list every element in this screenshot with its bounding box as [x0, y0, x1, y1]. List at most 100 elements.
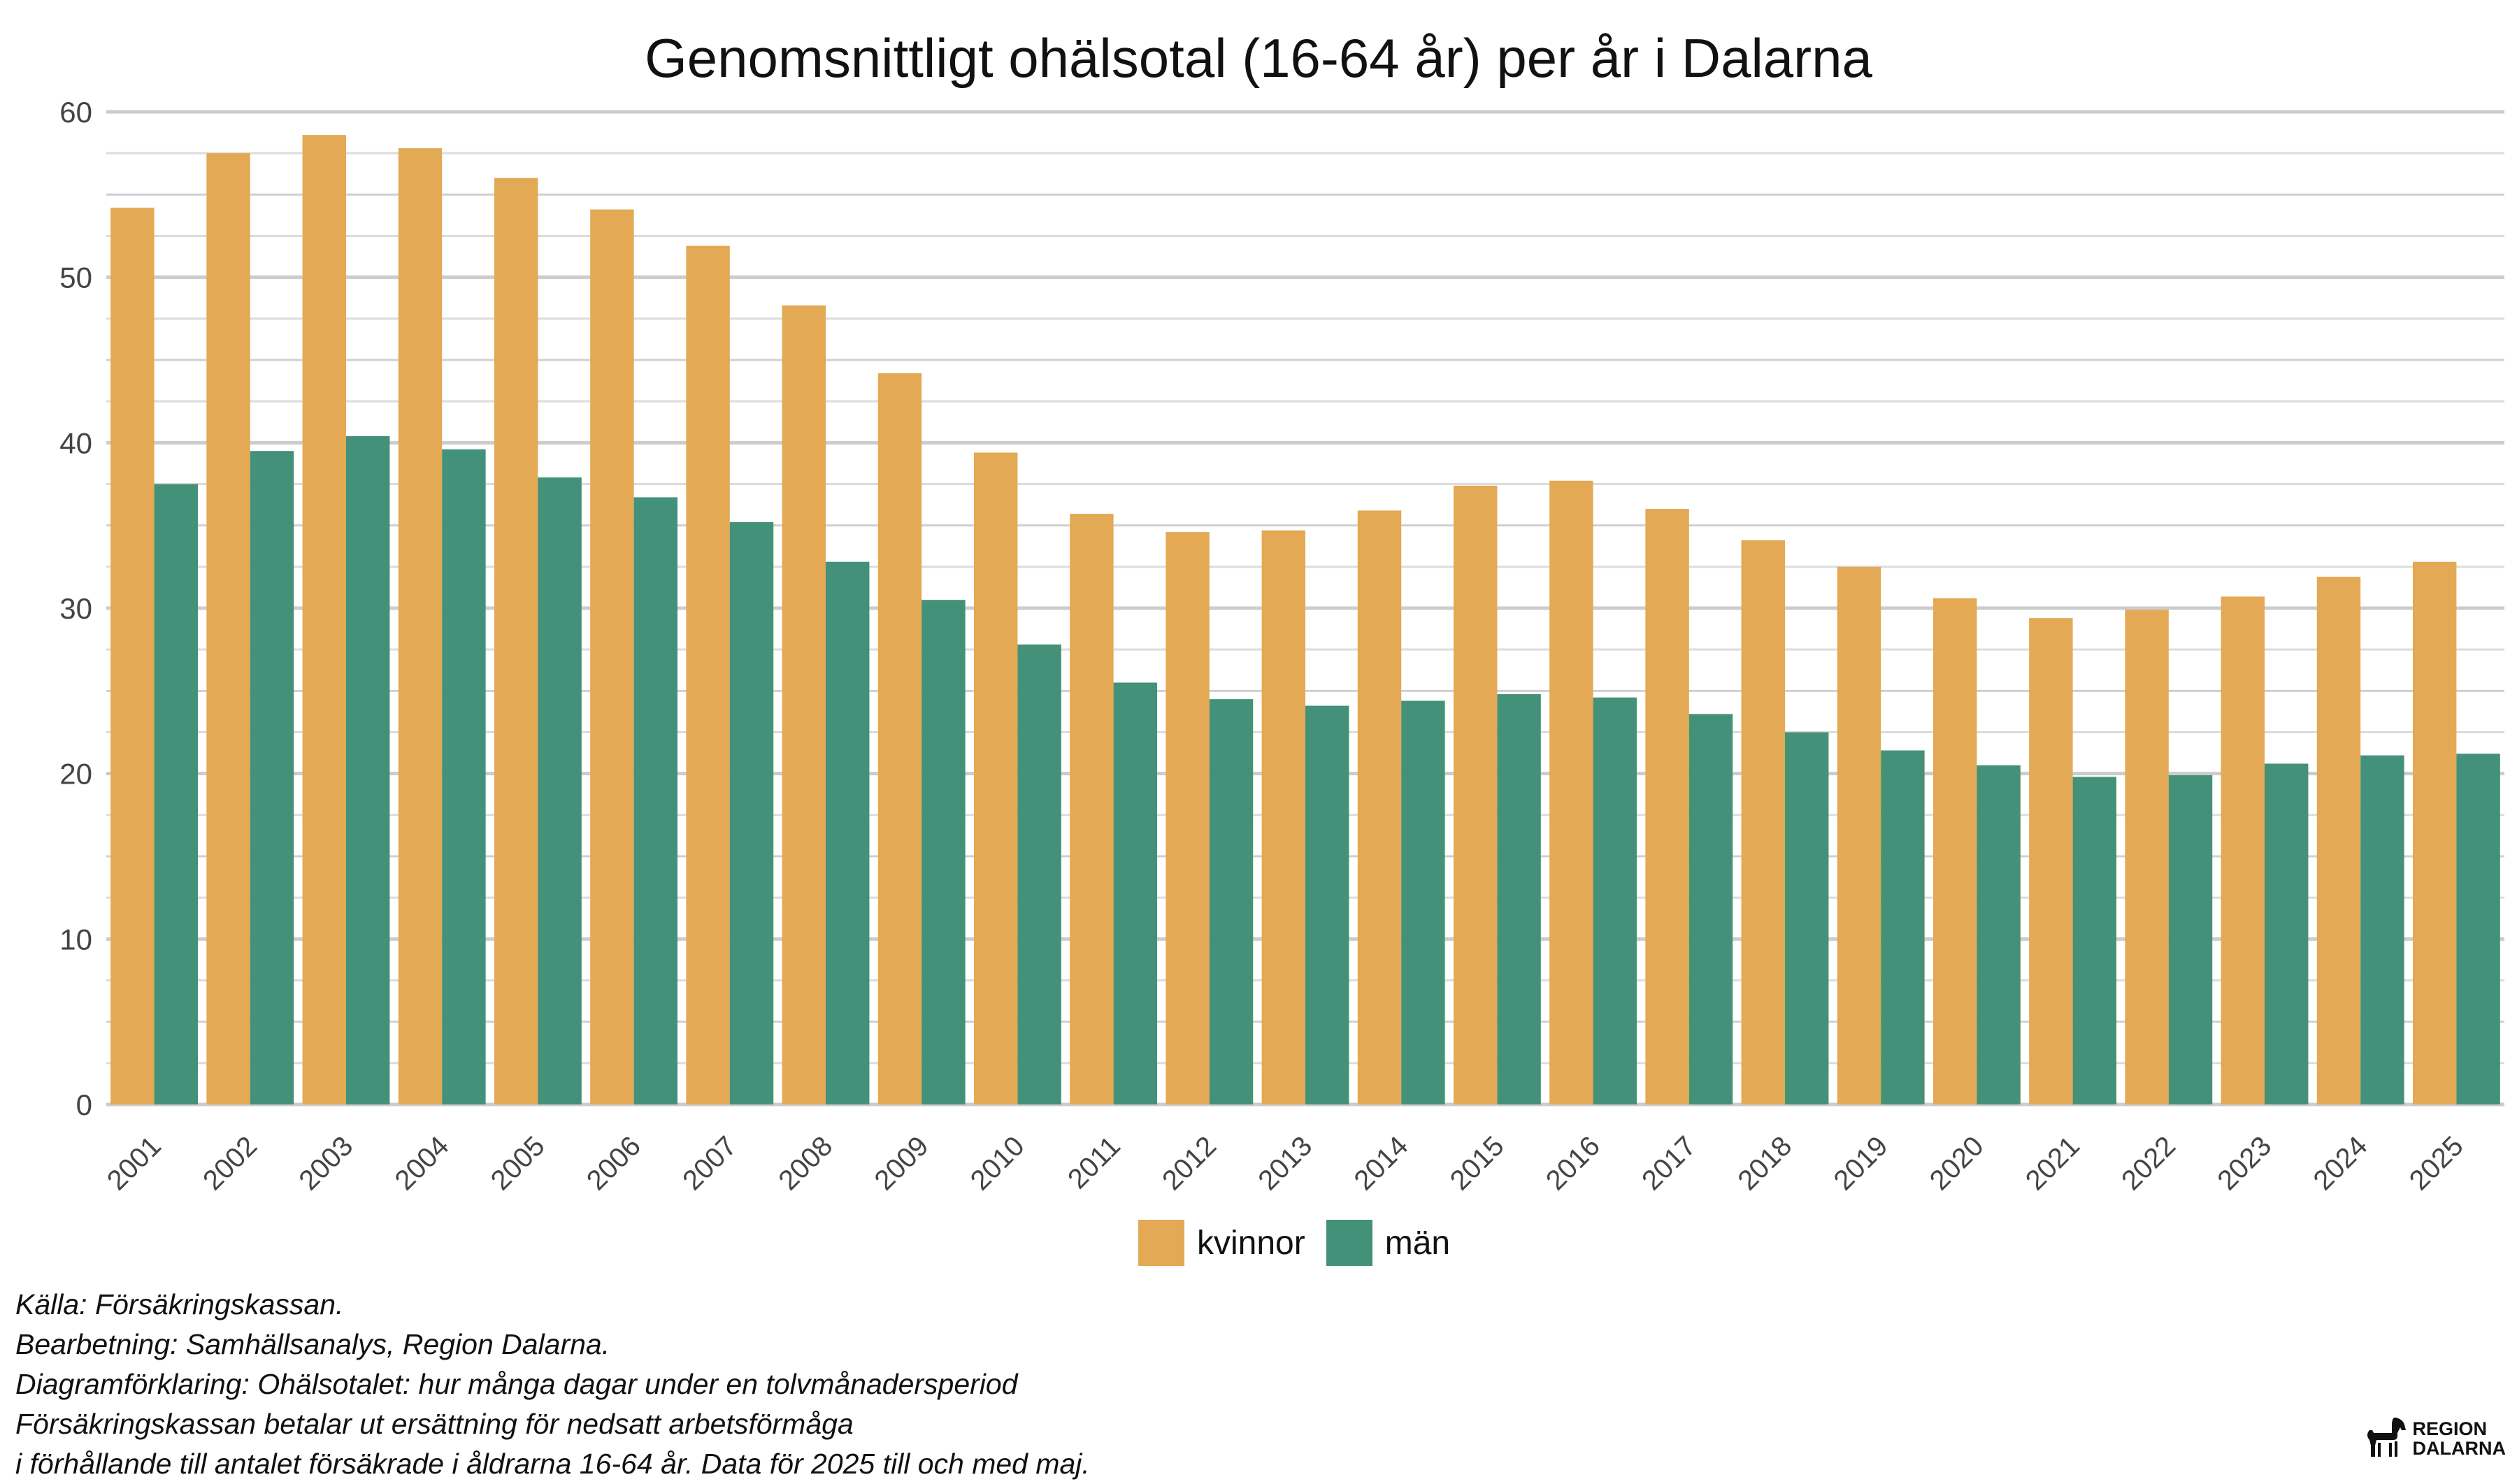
- x-tick-label: 2016: [1540, 1130, 1606, 1196]
- x-tick-label: 2019: [1828, 1130, 1894, 1196]
- bar-kvinnor-2014: [1357, 510, 1402, 1104]
- x-tick-label: 2021: [2020, 1130, 2086, 1196]
- bar-man-2022: [2168, 775, 2213, 1104]
- bar-man-2013: [1305, 705, 1349, 1104]
- x-tick-label: 2024: [2308, 1130, 2374, 1196]
- y-tick-label: 50: [59, 261, 92, 294]
- legend-label-kvinnor: kvinnor: [1197, 1224, 1305, 1262]
- bar-kvinnor-2023: [2221, 596, 2265, 1104]
- x-tick-label: 2009: [869, 1130, 935, 1196]
- bar-man-2020: [1977, 765, 2021, 1104]
- bar-kvinnor-2005: [494, 178, 538, 1105]
- y-tick-label: 60: [59, 96, 92, 129]
- bar-kvinnor-2016: [1549, 480, 1593, 1104]
- caption-line: Försäkringskassan betalar ut ersättning …: [15, 1408, 854, 1440]
- source-caption: Källa: Försäkringskassan. Bearbetning: S…: [15, 1285, 1090, 1484]
- x-tick-label: 2002: [197, 1130, 263, 1196]
- y-tick-label: 10: [59, 923, 92, 956]
- bar-kvinnor-2015: [1453, 485, 1498, 1104]
- bar-man-2024: [2360, 755, 2404, 1104]
- x-tick-label: 2017: [1636, 1130, 1702, 1196]
- bar-man-2016: [1593, 697, 1637, 1104]
- bar-man-2023: [2265, 763, 2309, 1104]
- x-tick-label: 2003: [293, 1130, 359, 1196]
- bar-man-2005: [538, 477, 582, 1104]
- logo-text-dalarna: DALARNA: [2412, 1438, 2506, 1459]
- bar-kvinnor-2013: [1261, 530, 1305, 1104]
- bar-man-2021: [2072, 777, 2117, 1104]
- dala-horse-icon: [2367, 1418, 2406, 1457]
- x-tick-label: 2014: [1349, 1130, 1414, 1196]
- x-tick-label: 2006: [581, 1130, 647, 1196]
- x-tick-label: 2007: [677, 1130, 743, 1196]
- bar-kvinnor-2007: [686, 245, 730, 1105]
- legend-swatch-man: [1326, 1220, 1372, 1266]
- x-tick-label: 2013: [1252, 1130, 1318, 1196]
- caption-line: i förhållande till antalet försäkrade i …: [15, 1448, 1090, 1480]
- bar-man-2018: [1785, 732, 1829, 1104]
- bar-kvinnor-2017: [1645, 509, 1689, 1104]
- bar-man-2004: [442, 449, 486, 1104]
- caption-line: Källa: Försäkringskassan.: [15, 1288, 344, 1320]
- bar-kvinnor-2009: [877, 373, 922, 1104]
- caption-line: Diagramförklaring: Ohälsotalet: hur mång…: [15, 1368, 1018, 1400]
- bar-man-2015: [1497, 694, 1541, 1104]
- bar-kvinnor-2019: [1837, 566, 1881, 1104]
- bar-man-2011: [1113, 682, 1158, 1104]
- bar-man-2008: [826, 561, 870, 1104]
- bar-man-2025: [2456, 754, 2500, 1104]
- bar-kvinnor-2018: [1741, 540, 1785, 1104]
- y-tick-label: 40: [59, 426, 92, 459]
- bar-man-2007: [729, 521, 774, 1104]
- bar-kvinnor-2004: [398, 148, 443, 1105]
- bar-kvinnor-2024: [2316, 577, 2361, 1104]
- bar-kvinnor-2025: [2412, 561, 2457, 1104]
- x-tick-label: 2010: [965, 1130, 1031, 1196]
- x-tick-label: 2012: [1156, 1130, 1222, 1196]
- bar-kvinnor-2011: [1070, 514, 1114, 1104]
- x-tick-label: 2008: [773, 1130, 838, 1196]
- bar-kvinnor-2002: [206, 153, 250, 1105]
- bar-kvinnor-2001: [110, 208, 155, 1105]
- logo-text-region: REGION: [2412, 1418, 2488, 1439]
- region-dalarna-logo: REGION DALARNA: [2365, 1415, 2506, 1458]
- x-tick-label: 2025: [2404, 1130, 2469, 1196]
- chart-title: Genomsnittligt ohälsotal (16-64 år) per …: [645, 27, 1872, 89]
- legend: kvinnor män: [1138, 1220, 1471, 1266]
- bar-kvinnor-2020: [1932, 598, 1977, 1104]
- bar-man-2012: [1209, 699, 1254, 1104]
- bar-man-2001: [154, 484, 199, 1104]
- y-tick-label: 0: [76, 1088, 92, 1121]
- legend-swatch-kvinnor: [1138, 1220, 1184, 1266]
- bar-kvinnor-2006: [590, 209, 634, 1105]
- bar-man-2002: [250, 451, 294, 1104]
- caption-line: Bearbetning: Samhällsanalys, Region Dala…: [15, 1328, 610, 1360]
- x-tick-label: 2001: [101, 1130, 167, 1196]
- bar-kvinnor-2022: [2125, 610, 2169, 1104]
- bar-man-2017: [1688, 714, 1733, 1104]
- bar-man-2010: [1017, 644, 1061, 1104]
- x-tick-label: 2015: [1444, 1130, 1510, 1196]
- bar-man-2014: [1401, 700, 1445, 1104]
- bar-man-2009: [922, 600, 966, 1104]
- x-tick-label: 2005: [485, 1130, 551, 1196]
- bar-man-2006: [633, 497, 678, 1104]
- x-tick-label: 2023: [2211, 1130, 2277, 1196]
- bar-kvinnor-2003: [302, 135, 346, 1105]
- bar-kvinnor-2021: [2029, 618, 2073, 1104]
- bar-kvinnor-2008: [782, 305, 826, 1104]
- x-tick-label: 2018: [1732, 1130, 1798, 1196]
- legend-item-man: män: [1326, 1220, 1450, 1266]
- x-tick-label: 2020: [1924, 1130, 1990, 1196]
- x-tick-label: 2004: [389, 1130, 455, 1196]
- y-tick-label: 30: [59, 592, 92, 625]
- bar-man-2003: [346, 435, 390, 1104]
- legend-item-kvinnor: kvinnor: [1138, 1220, 1305, 1266]
- bar-man-2019: [1881, 750, 1925, 1104]
- x-tick-label: 2011: [1062, 1130, 1126, 1195]
- legend-label-man: män: [1384, 1224, 1451, 1262]
- bar-kvinnor-2012: [1166, 532, 1210, 1104]
- bar-kvinnor-2010: [973, 452, 1018, 1104]
- x-tick-label: 2022: [2116, 1130, 2181, 1196]
- y-tick-label: 20: [59, 758, 92, 791]
